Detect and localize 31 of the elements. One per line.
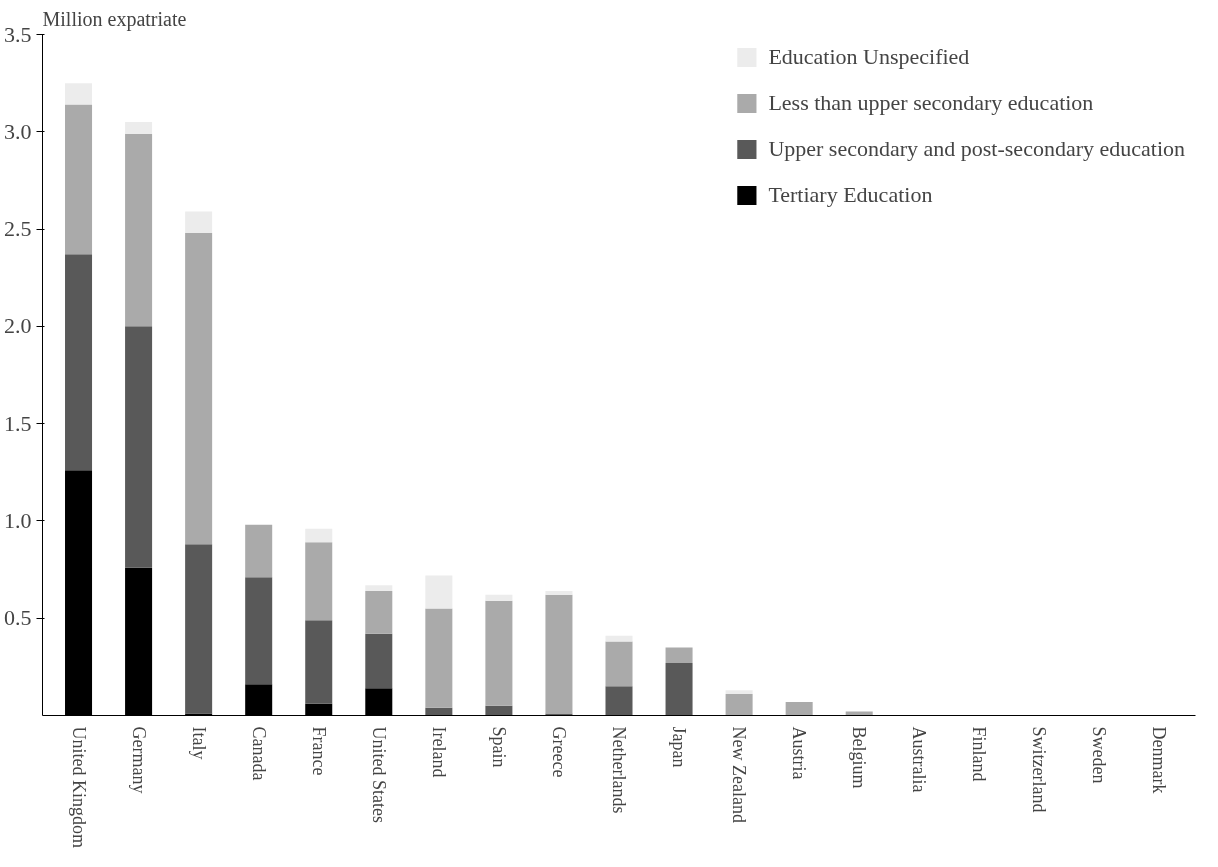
legend-label: Upper secondary and post-secondary education bbox=[768, 136, 1185, 162]
x-tick-label: Austria bbox=[789, 726, 810, 780]
x-tick-label: Denmark bbox=[1149, 726, 1170, 794]
x-tick-label: Italy bbox=[188, 726, 209, 760]
x-tick-label: Switzerland bbox=[1029, 726, 1050, 813]
y-tick-label: 0.5 bbox=[4, 605, 32, 631]
y-tick-label: 1.5 bbox=[4, 410, 32, 436]
x-tick-label: Greece bbox=[548, 726, 569, 778]
x-tick-label: United States bbox=[368, 726, 389, 823]
y-tick-label: 1.0 bbox=[4, 507, 32, 533]
y-tick-label: 2.5 bbox=[4, 216, 32, 242]
y-axis-title: Million expatriate bbox=[42, 7, 187, 31]
y-tick-label: 3.0 bbox=[4, 118, 32, 144]
x-tick-label: New Zealand bbox=[729, 726, 750, 823]
x-tick-label: Australia bbox=[909, 726, 930, 793]
x-tick-label: Netherlands bbox=[609, 726, 629, 814]
x-tick-label: Japan bbox=[669, 726, 690, 768]
x-tick-label: Belgium bbox=[849, 726, 870, 789]
legend-label: Less than upper secondary education bbox=[768, 90, 1094, 116]
x-tick-label: Ireland bbox=[428, 726, 449, 778]
y-tick-label: 3.5 bbox=[4, 21, 32, 47]
x-tick-label: Finland bbox=[969, 726, 990, 782]
y-tick-label: 2.0 bbox=[4, 313, 32, 339]
legend-label: Tertiary Education bbox=[768, 182, 933, 208]
x-tick-label: Germany bbox=[128, 726, 149, 794]
x-tick-label: United Kingdom bbox=[68, 726, 89, 848]
x-tick-label: France bbox=[308, 726, 329, 776]
x-tick-label: Sweden bbox=[1089, 726, 1110, 784]
x-tick-label: Spain bbox=[488, 726, 509, 768]
x-tick-label: Canada bbox=[248, 726, 269, 781]
legend-label: Education Unspecified bbox=[768, 44, 970, 70]
